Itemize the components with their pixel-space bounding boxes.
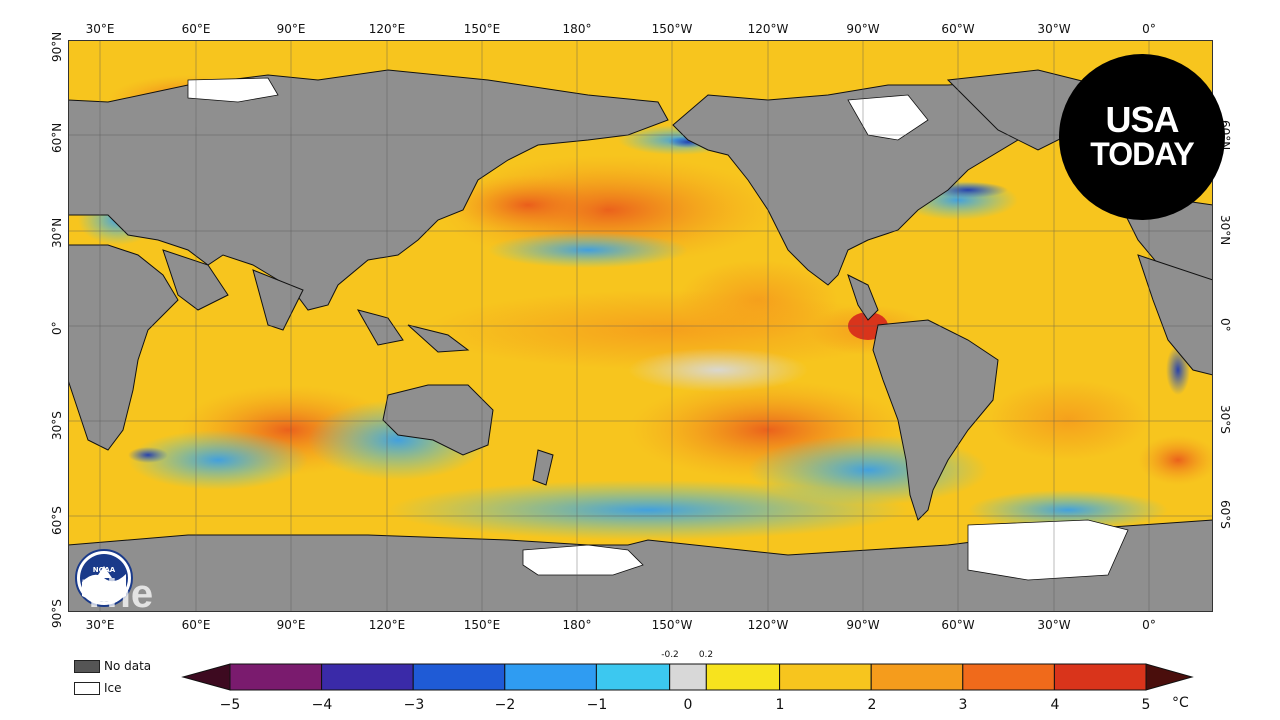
- lon-label: 120°E: [368, 22, 406, 36]
- colorbar-cell: [779, 663, 872, 691]
- colorbar-cell: [412, 663, 506, 691]
- colorbar-right-arrow: [1145, 663, 1194, 691]
- lat-label: 60°S: [50, 506, 64, 535]
- lat-label: 0°: [50, 321, 64, 335]
- colorbar-cell: [870, 663, 964, 691]
- graticule: [68, 40, 1213, 612]
- lat-label: 30°S: [1218, 405, 1232, 434]
- map-canvas: [68, 40, 1213, 612]
- lon-label: 90°E: [276, 22, 306, 36]
- colorbar-tick: 4: [1050, 697, 1060, 713]
- legend-no-data: No data: [74, 659, 151, 673]
- lon-label: 120°W: [747, 22, 789, 36]
- land: [68, 69, 1213, 612]
- lon-label: 0°: [1142, 22, 1156, 36]
- lon-label: 90°W: [846, 618, 880, 632]
- colorbar-left-arrow: [181, 663, 231, 691]
- lon-label: 60°E: [181, 618, 211, 632]
- colorbar-tick: 3: [958, 697, 968, 713]
- lon-label: 90°E: [276, 618, 306, 632]
- lon-label: 30°E: [85, 22, 115, 36]
- colorbar-small-label: -0.2: [661, 650, 679, 660]
- legend-ice-label: Ice: [104, 681, 122, 695]
- lon-label: 60°W: [941, 22, 975, 36]
- lon-label: 120°W: [747, 618, 789, 632]
- noaa-logo: NOAA: [75, 549, 133, 607]
- lon-label: 30°W: [1037, 618, 1071, 632]
- colorbar-tick: 5: [1141, 697, 1151, 713]
- colorbar-tick: 1: [775, 697, 785, 713]
- colorbar-cell: [595, 663, 671, 691]
- colorbar-cell: [229, 663, 323, 691]
- colorbar-cell: [705, 663, 781, 691]
- colorbar-tick: −5: [219, 697, 241, 713]
- colorbar-cell: [962, 663, 1055, 691]
- colorbar-cell: [321, 663, 414, 691]
- logo-line-1: USA: [1105, 99, 1179, 140]
- legend-no-data-label: No data: [104, 659, 152, 673]
- colorbar-small-label: 0.2: [698, 650, 714, 660]
- colorbar-tick: 0: [683, 697, 693, 713]
- lon-label: 150°E: [463, 618, 501, 632]
- lat-label: 30°N: [1218, 215, 1232, 246]
- colorbar-unit: °C: [1172, 695, 1189, 711]
- lat-label: 30°S: [50, 411, 64, 440]
- lon-label: 120°E: [368, 618, 406, 632]
- lat-label: 0°: [1218, 318, 1232, 332]
- lat-label: 60°N: [50, 122, 64, 153]
- lon-label: 150°W: [651, 618, 693, 632]
- lon-label: 150°E: [463, 22, 501, 36]
- colorbar-cells: [229, 663, 1147, 691]
- colorbar-cell: [504, 663, 597, 691]
- ice-swatch: [74, 681, 100, 695]
- watermark-text: The: [82, 572, 154, 616]
- colorbar-cell: [1053, 663, 1147, 691]
- lon-label: 180°: [562, 618, 592, 632]
- colorbar-cell: [669, 663, 707, 691]
- map-frame: [68, 40, 1213, 612]
- logo-line-2: TODAY: [1090, 136, 1194, 172]
- colorbar: [181, 663, 1194, 691]
- lat-label: 90°N: [50, 31, 64, 62]
- colorbar-tick: −1: [586, 697, 608, 713]
- lat-label: 90°S: [50, 599, 64, 628]
- lon-label: 150°W: [651, 22, 693, 36]
- legend-ice: Ice: [74, 681, 122, 695]
- colorbar-tick: −3: [403, 697, 425, 713]
- ice: [187, 77, 1129, 581]
- lon-label: 60°E: [181, 22, 211, 36]
- lat-label: 30°N: [50, 217, 64, 248]
- lon-label: 180°: [562, 22, 592, 36]
- lat-label: 60°S: [1218, 500, 1232, 529]
- colorbar-tick: −4: [311, 697, 333, 713]
- colorbar-tick: 2: [867, 697, 877, 713]
- colorbar-tick: −2: [494, 697, 516, 713]
- lon-label: 30°W: [1037, 22, 1071, 36]
- no-data-swatch: [74, 659, 100, 673]
- lon-label: 60°W: [941, 618, 975, 632]
- noaa-logo-text: NOAA: [93, 566, 116, 574]
- usa-today-logo: USA TODAY: [1059, 54, 1225, 220]
- lon-label: 0°: [1142, 618, 1156, 632]
- sst-anomaly-map: [68, 40, 1213, 612]
- lon-label: 90°W: [846, 22, 880, 36]
- lon-label: 30°E: [85, 618, 115, 632]
